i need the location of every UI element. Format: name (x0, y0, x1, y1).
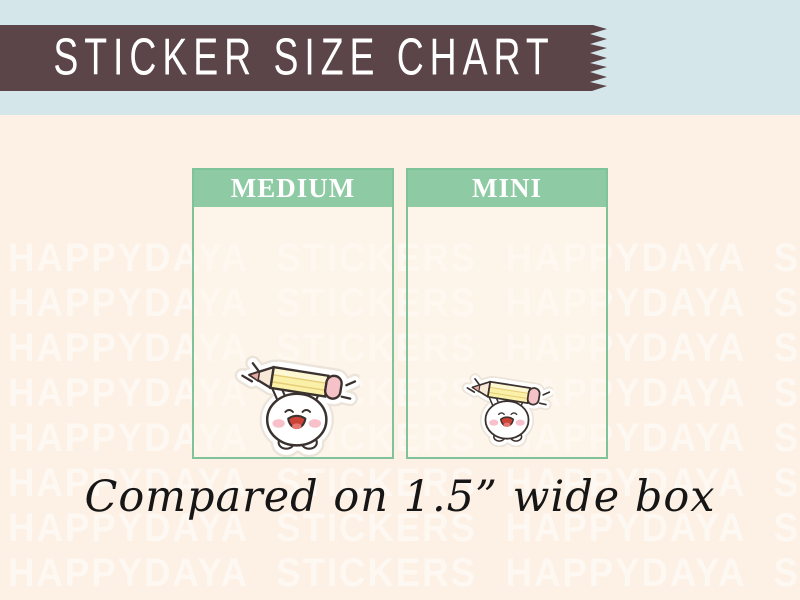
watermark-text-row: HAPPYDAYA STICKERS HAPPYDAYA STICKERS HA… (8, 461, 800, 505)
title-banner: STICKER SIZE CHART (0, 25, 607, 91)
pencil-character-sticker-medium (234, 344, 360, 457)
size-box-medium-header: MEDIUM (194, 170, 392, 207)
pencil-character-sticker-mini (461, 365, 553, 447)
size-box-mini: MINI (406, 168, 608, 459)
watermark-text-row: HAPPYDAYA STICKERS HAPPYDAYA STICKERS HA… (8, 236, 800, 280)
size-box-mini-header: MINI (408, 170, 606, 207)
size-box-mini-body (408, 207, 606, 457)
watermark-text-row: HAPPYDAYA STICKERS HAPPYDAYA STICKERS HA… (8, 371, 800, 415)
page-title: STICKER SIZE CHART (53, 28, 555, 87)
size-box-medium-label: MEDIUM (230, 173, 356, 203)
watermark-text-row: HAPPYDAYA STICKERS HAPPYDAYA STICKERS HA… (8, 416, 800, 460)
caption-text: Compared on 1.5” wide box (84, 472, 716, 522)
watermark-text-row: HAPPYDAYA STICKERS HAPPYDAYA STICKERS HA… (8, 281, 800, 325)
size-box-medium: MEDIUM (192, 168, 394, 459)
size-box-mini-label: MINI (472, 173, 542, 203)
watermark-text-row: HAPPYDAYA STICKERS HAPPYDAYA STICKERS HA… (8, 551, 800, 595)
size-box-medium-body (194, 207, 392, 457)
watermark-text-row: HAPPYDAYA STICKERS HAPPYDAYA STICKERS HA… (8, 326, 800, 370)
watermark-text-row: HAPPYDAYA STICKERS HAPPYDAYA STICKERS HA… (8, 506, 800, 550)
